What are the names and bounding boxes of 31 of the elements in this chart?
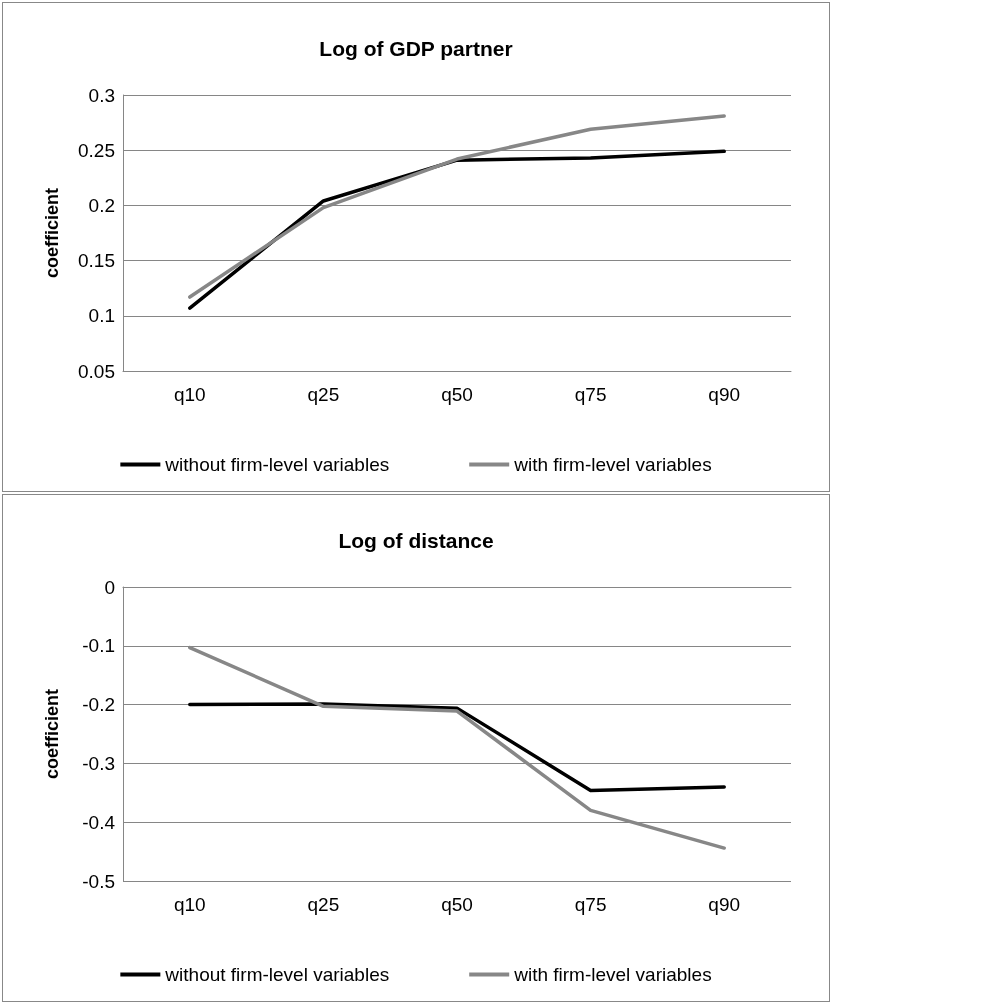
legend-label: without firm-level variables	[164, 964, 390, 985]
y-axis-title: coefficient	[42, 187, 62, 279]
legend-label: with firm-level variables	[513, 964, 712, 985]
y-tick-label: 0	[104, 576, 115, 598]
y-tick-label: -0.4	[82, 811, 116, 833]
y-tick-label: -0.2	[82, 694, 115, 716]
y-tick-label: -0.5	[82, 870, 115, 892]
x-tick-label: q10	[173, 894, 206, 915]
y-tick-label: 0.05	[78, 360, 115, 382]
chart-title: Log of distance	[338, 529, 494, 552]
chart-title: Log of GDP partner	[319, 37, 513, 60]
x-tick-label: q25	[307, 384, 340, 405]
x-tick-label: q10	[173, 384, 206, 405]
y-axis-title: coefficient	[42, 688, 62, 780]
legend-label: with firm-level variables	[513, 454, 712, 475]
y-tick-label: 0.1	[88, 305, 115, 327]
y-tick-label: -0.1	[82, 635, 115, 657]
y-tick-label: 0.15	[78, 250, 115, 272]
x-tick-label: q50	[441, 894, 473, 915]
x-tick-label: q50	[441, 384, 473, 405]
y-tick-label: -0.3	[82, 752, 115, 774]
y-tick-label: 0.2	[88, 194, 115, 216]
line-series	[188, 702, 726, 793]
x-tick-label: q75	[574, 384, 607, 405]
x-tick-label: q90	[708, 384, 741, 405]
x-tick-label: q90	[708, 894, 741, 915]
x-tick-label: q75	[574, 894, 607, 915]
y-tick-label: 0.25	[78, 139, 115, 161]
y-tick-label: 0.3	[88, 84, 115, 106]
legend-label: without firm-level variables	[164, 454, 390, 475]
x-tick-label: q25	[307, 894, 340, 915]
